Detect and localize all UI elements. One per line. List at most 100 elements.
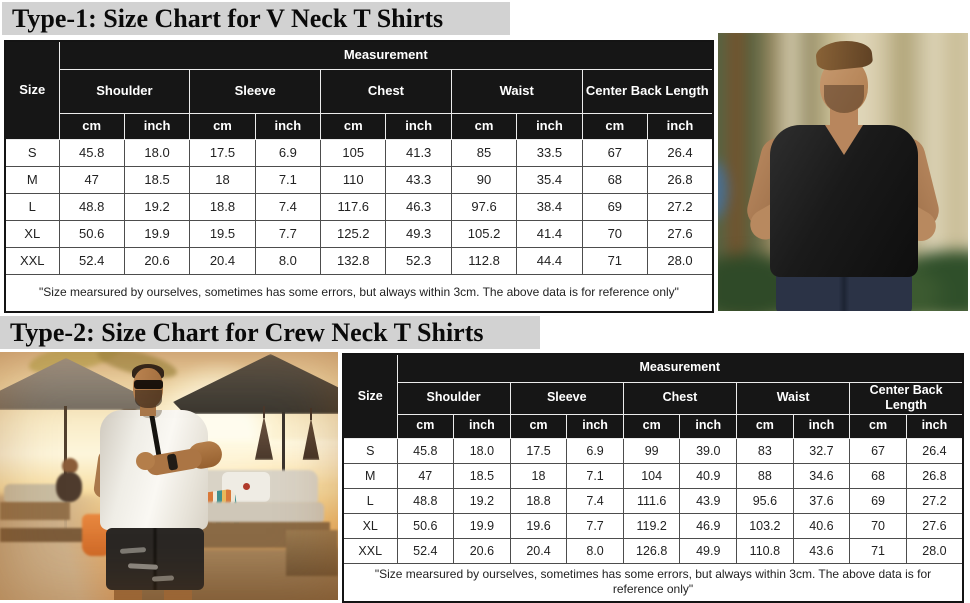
value-cell: 18.0 [453, 437, 511, 464]
value-cell: 88 [736, 462, 794, 489]
value-cell: 27.2 [905, 487, 964, 514]
value-cell: 67 [849, 437, 907, 464]
value-cell: 69 [849, 487, 907, 514]
value-cell: 7.1 [566, 462, 624, 489]
size-cell: M [4, 165, 60, 194]
table-row: L 48.8 19.2 18.8 7.4 111.6 43.9 95.6 37.6 69 27.2 [342, 487, 964, 514]
footnote-row: "Size mearsured by ourselves, sometimes … [342, 562, 964, 603]
value-cell: 103.2 [736, 512, 794, 539]
photo-vignette [0, 352, 338, 600]
value-cell: 18.0 [123, 138, 191, 167]
table-footnote: "Size mearsured by ourselves, sometimes … [342, 562, 964, 603]
background-person [56, 472, 82, 502]
unit-header: inch [647, 112, 714, 140]
group-header: Waist [736, 381, 851, 415]
value-cell: 110.8 [736, 537, 794, 564]
size-cell: XL [4, 219, 60, 248]
unit-header: inch [453, 413, 511, 439]
value-cell: 85 [450, 138, 518, 167]
table-footnote: "Size mearsured by ourselves, sometimes … [4, 273, 714, 312]
group-header: Center Back Length [849, 381, 964, 415]
value-cell: 70 [849, 512, 907, 539]
value-cell: 105 [320, 138, 387, 167]
value-cell: 18.5 [453, 462, 511, 489]
value-cell: 8.0 [254, 246, 322, 275]
value-cell: 125.2 [320, 219, 387, 248]
size-cell: L [342, 487, 398, 514]
value-cell: 19.9 [123, 219, 191, 248]
value-cell: 111.6 [622, 487, 681, 514]
closed-umbrella-tip [310, 408, 312, 420]
value-cell: 46.3 [385, 192, 452, 221]
value-cell: 112.8 [450, 246, 518, 275]
value-cell: 47 [58, 165, 125, 194]
group-header: Waist [450, 68, 583, 114]
value-cell: 50.6 [396, 512, 455, 539]
size-cell: XL [342, 512, 398, 539]
unit-header: cm [509, 413, 568, 439]
table-row: M 47 18.5 18 7.1 110 43.3 90 35.4 68 26.8 [4, 165, 714, 194]
value-cell: 43.9 [679, 487, 738, 514]
value-cell: 18.8 [509, 487, 568, 514]
value-cell: 67 [581, 138, 649, 167]
group-header: Chest [622, 381, 738, 415]
model-leg [164, 590, 192, 600]
crew-model-photo [0, 352, 338, 600]
value-cell: 50.6 [58, 219, 125, 248]
value-cell: 132.8 [320, 246, 387, 275]
unit-header: inch [566, 413, 624, 439]
value-cell: 70 [581, 219, 649, 248]
value-cell: 19.6 [509, 512, 568, 539]
value-cell: 20.4 [509, 537, 568, 564]
unit-header: cm [189, 112, 256, 140]
model-beard [824, 85, 864, 113]
value-cell: 126.8 [622, 537, 681, 564]
size-table-crew: Size Measurement Shoulder Sleeve Chest Waist C… [342, 353, 964, 603]
unit-header: inch [679, 413, 738, 439]
group-header: Shoulder [396, 381, 511, 415]
value-cell: 43.6 [792, 537, 851, 564]
table-row: S 45.8 18.0 17.5 6.9 105 41.3 85 33.5 67 26.4 [4, 138, 714, 167]
value-cell: 45.8 [396, 437, 455, 464]
value-cell: 32.7 [792, 437, 851, 464]
value-cell: 19.9 [453, 512, 511, 539]
value-cell: 47 [396, 462, 455, 489]
value-cell: 49.9 [679, 537, 738, 564]
value-cell: 6.9 [566, 437, 624, 464]
footnote-row: "Size mearsured by ourselves, sometimes … [4, 273, 714, 312]
unit-header: cm [320, 112, 387, 140]
value-cell: 37.6 [792, 487, 851, 514]
value-cell: 26.8 [905, 462, 964, 489]
table-row: XL 50.6 19.9 19.6 7.7 119.2 46.9 103.2 40.6 70 27.… [342, 512, 964, 539]
value-cell: 19.2 [123, 192, 191, 221]
unit-header: cm [849, 413, 907, 439]
table-row: M 47 18.5 18 7.1 104 40.9 88 34.6 68 26.8 [342, 462, 964, 489]
value-cell: 19.5 [189, 219, 256, 248]
value-cell: 95.6 [736, 487, 794, 514]
table-row: XL 50.6 19.9 19.5 7.7 125.2 49.3 105.2 41.4 70 27.… [4, 219, 714, 248]
unit-header: cm [622, 413, 681, 439]
group-header: Shoulder [58, 68, 191, 114]
value-cell: 17.5 [509, 437, 568, 464]
closed-umbrella-tip [263, 406, 265, 418]
value-cell: 48.8 [396, 487, 455, 514]
size-column-header: Size [342, 353, 398, 439]
table-row: S 45.8 18.0 17.5 6.9 99 39.0 83 32.7 67 26.4 [342, 437, 964, 464]
unit-header: cm [396, 413, 455, 439]
table-row: XXL 52.4 20.6 20.4 8.0 132.8 52.3 112.8 44.4 71 28… [4, 246, 714, 275]
value-cell: 27.2 [647, 192, 714, 221]
value-cell: 33.5 [516, 138, 583, 167]
value-cell: 6.9 [254, 138, 322, 167]
table-row: XXL 52.4 20.6 20.4 8.0 126.8 49.9 110.8 43.6 71 28… [342, 537, 964, 564]
value-cell: 19.2 [453, 487, 511, 514]
model-jeans [776, 271, 912, 311]
value-cell: 68 [581, 165, 649, 194]
value-cell: 8.0 [566, 537, 624, 564]
unit-header: cm [581, 112, 649, 140]
value-cell: 99 [622, 437, 681, 464]
measurement-header: Measurement [58, 40, 714, 70]
size-cell: XXL [4, 246, 60, 275]
value-cell: 40.6 [792, 512, 851, 539]
value-cell: 34.6 [792, 462, 851, 489]
value-cell: 71 [581, 246, 649, 275]
